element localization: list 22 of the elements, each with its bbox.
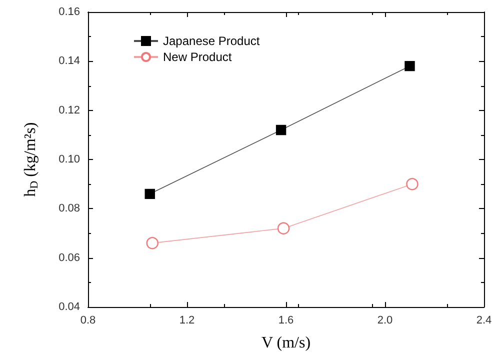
legend-label: Japanese Product <box>163 34 260 48</box>
y-tick-label: 0.16 <box>58 6 80 18</box>
point <box>144 188 155 200</box>
x-tick-label: 2.0 <box>377 314 393 326</box>
y-tick-label: 0.14 <box>58 55 80 68</box>
point <box>404 60 415 72</box>
point <box>146 236 158 250</box>
point <box>277 222 290 234</box>
y-tick-label: 0.04 <box>58 301 80 313</box>
x-tick-label: 1.2 <box>179 314 195 326</box>
x-tick-label: 2.4 <box>476 314 492 326</box>
point <box>276 124 286 136</box>
x-tick-label: 0.8 <box>80 314 96 326</box>
point <box>406 178 418 190</box>
y-tick-label: 0.12 <box>58 104 80 116</box>
y-axis-title: hD (kg/m²s) <box>22 122 40 197</box>
x-axis-title: V (m/s) <box>261 334 311 352</box>
legend-label: New Product <box>163 50 232 64</box>
x-tick-label: 1.6 <box>278 314 294 326</box>
y-tick-label: 0.10 <box>58 154 80 166</box>
y-tick-label: 0.08 <box>58 202 80 215</box>
y-tick-label: 0.06 <box>58 252 80 264</box>
